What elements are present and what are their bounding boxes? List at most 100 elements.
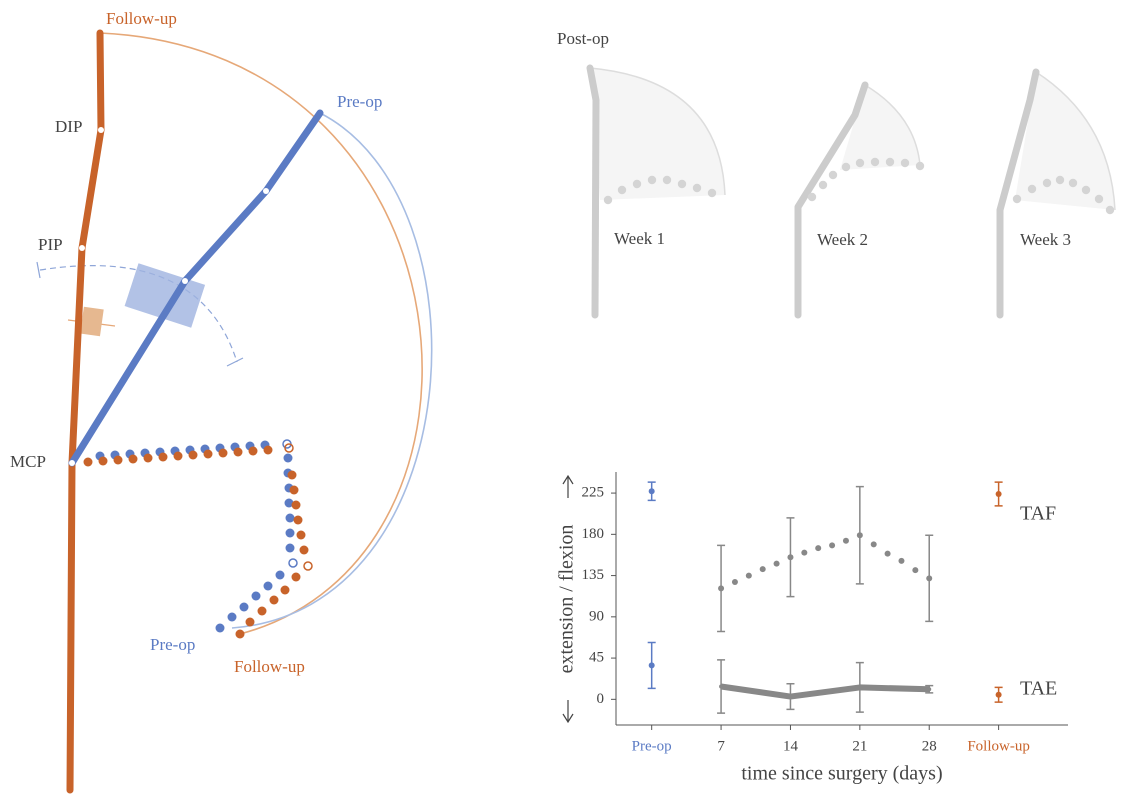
- week-dot: [808, 193, 816, 201]
- daily-point: [829, 542, 835, 548]
- point: [787, 554, 793, 560]
- week-label: Week 2: [817, 230, 868, 249]
- followup-finger: [70, 33, 101, 790]
- followup-dot: [99, 457, 108, 466]
- week-dot: [693, 184, 701, 192]
- week-dot: [633, 180, 641, 188]
- week-dot: [618, 186, 626, 194]
- x-tick-label: Follow-up: [967, 738, 1030, 754]
- week-dot: [708, 189, 716, 197]
- followup-dot-open: [304, 562, 312, 570]
- daily-point: [912, 567, 918, 573]
- week-dot: [678, 180, 686, 188]
- followup-dot: [297, 531, 306, 540]
- week-dot: [1013, 195, 1021, 203]
- range-cap: [227, 358, 243, 366]
- daily-point: [898, 558, 904, 564]
- followup-dot: [264, 446, 273, 455]
- followup-dot: [189, 451, 198, 460]
- postop-title: Post-op: [557, 29, 609, 48]
- followup-dot: [174, 452, 183, 461]
- preop-dot: [286, 529, 295, 538]
- daily-point: [871, 541, 877, 547]
- x-axis-label: time since surgery (days): [741, 763, 942, 785]
- week-dot: [829, 171, 837, 179]
- followup-dot: [292, 573, 301, 582]
- y-tick-label: 45: [589, 650, 604, 666]
- x-tick-label: 14: [783, 738, 799, 754]
- daily-point: [885, 551, 891, 557]
- week-area: [590, 68, 725, 200]
- joint-label: PIP: [38, 235, 63, 254]
- followup-dot: [144, 454, 153, 463]
- daily-point: [815, 545, 821, 551]
- y-tick-label: 0: [597, 691, 605, 707]
- x-tick-label: Pre-op: [632, 738, 672, 754]
- week-dot: [856, 159, 864, 167]
- joint: [98, 127, 104, 133]
- y-tick-label: 225: [582, 485, 605, 501]
- point: [649, 488, 655, 494]
- followup-label: Follow-up: [234, 657, 305, 676]
- week-finger: [798, 85, 865, 315]
- followup-dot: [258, 607, 267, 616]
- followup-dot: [292, 501, 301, 510]
- week-dot: [842, 163, 850, 171]
- series-label: TAF: [1020, 503, 1056, 525]
- point: [926, 575, 932, 581]
- preop-label: Pre-op: [150, 635, 195, 654]
- week-dot: [1095, 195, 1103, 203]
- week-dot: [1082, 186, 1090, 194]
- followup-dot: [281, 586, 290, 595]
- y-tick-label: 135: [582, 567, 605, 583]
- point: [649, 662, 655, 668]
- followup-dot: [290, 486, 299, 495]
- point: [788, 695, 792, 699]
- week-dot: [1043, 179, 1051, 187]
- followup-dot: [246, 618, 255, 627]
- range-cap: [37, 262, 40, 278]
- postop-panels: Post-op Week 1 Week 2 Week 3: [557, 29, 1115, 315]
- daily-point: [843, 538, 849, 544]
- joint: [263, 188, 269, 194]
- followup-dot: [219, 449, 228, 458]
- point: [718, 585, 724, 591]
- preop-label: Pre-op: [337, 92, 382, 111]
- preop-dot: [284, 454, 293, 463]
- point: [927, 687, 931, 691]
- point: [996, 692, 1002, 698]
- preop-dot: [276, 571, 285, 580]
- week-dot: [886, 158, 894, 166]
- week-label: Week 3: [1020, 230, 1071, 249]
- joint-label: DIP: [55, 117, 82, 136]
- preop-dot: [228, 613, 237, 622]
- week-dot: [871, 158, 879, 166]
- daily-point: [801, 550, 807, 556]
- y-tick-label: 180: [582, 526, 605, 542]
- followup-dot: [270, 596, 279, 605]
- week-dot: [1028, 185, 1036, 193]
- week-label: Week 1: [614, 229, 665, 248]
- joint: [69, 460, 75, 466]
- preop-dot: [216, 624, 225, 633]
- week-dot: [663, 176, 671, 184]
- preop-arc: [232, 113, 432, 628]
- point: [719, 685, 723, 689]
- preop-dot: [286, 514, 295, 523]
- week-dot: [1056, 176, 1064, 184]
- followup-dot: [249, 447, 258, 456]
- followup-dot: [300, 546, 309, 555]
- followup-dot: [204, 450, 213, 459]
- daily-point: [732, 579, 738, 585]
- y-axis-label: extension / flexion: [556, 525, 578, 674]
- preop-dot: [252, 592, 261, 601]
- week-dot: [916, 162, 924, 170]
- joint: [79, 245, 85, 251]
- point: [858, 685, 862, 689]
- followup-dot: [234, 448, 243, 457]
- week-dot: [648, 176, 656, 184]
- finger-diagram: Follow-up DIP PIP MCP Pre-op Pre-op Foll…: [10, 9, 432, 790]
- week-dot: [901, 159, 909, 167]
- followup-label: Follow-up: [106, 9, 177, 28]
- joint-label: MCP: [10, 452, 46, 471]
